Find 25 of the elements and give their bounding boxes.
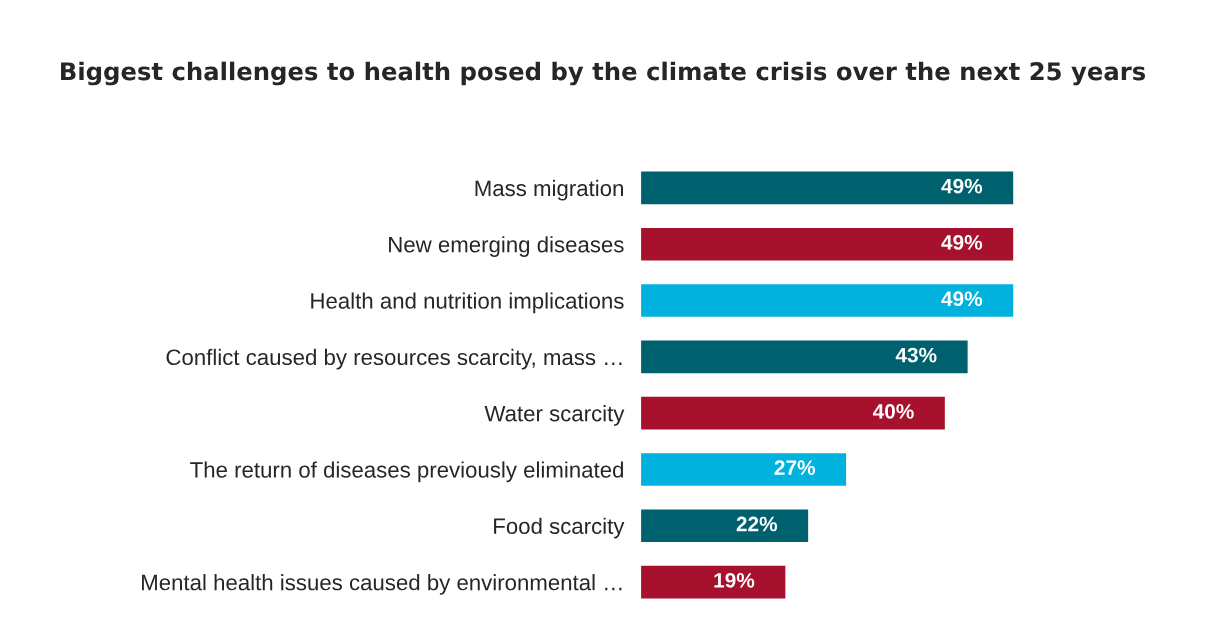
data-label: 22% [736, 516, 778, 532]
y-tick-label: New emerging diseases [389, 236, 624, 257]
data-label: 43% [895, 347, 937, 363]
data-label: 49% [941, 291, 983, 307]
bar [641, 227, 1014, 261]
bar [641, 509, 809, 543]
data-label: 40% [872, 403, 914, 419]
data-label: 19% [714, 572, 755, 588]
y-tick-label: The return of diseases previously eliminated [190, 461, 623, 483]
bar [641, 171, 1014, 205]
y-tick-label: Conflict caused by resources scarcity, mass … [166, 348, 622, 370]
bar [641, 565, 786, 599]
bar [641, 453, 847, 486]
data-label: 27% [774, 460, 816, 476]
bar [641, 340, 968, 374]
y-tick-label: Food scarcity [494, 517, 625, 539]
data-label: 49% [941, 178, 983, 194]
y-tick-label: Mass migration [475, 179, 623, 201]
y-tick-label: Water scarcity [484, 405, 625, 426]
bar [641, 396, 945, 430]
data-label: 49% [941, 235, 983, 250]
bar [641, 284, 1014, 317]
chart-title: Biggest challenges to health posed by the climate crisis over the next 25 years [61, 61, 1146, 86]
y-tick-label: Mental health issues caused by environmental … [142, 574, 622, 595]
y-tick-label: Health and nutrition implications [311, 292, 624, 314]
